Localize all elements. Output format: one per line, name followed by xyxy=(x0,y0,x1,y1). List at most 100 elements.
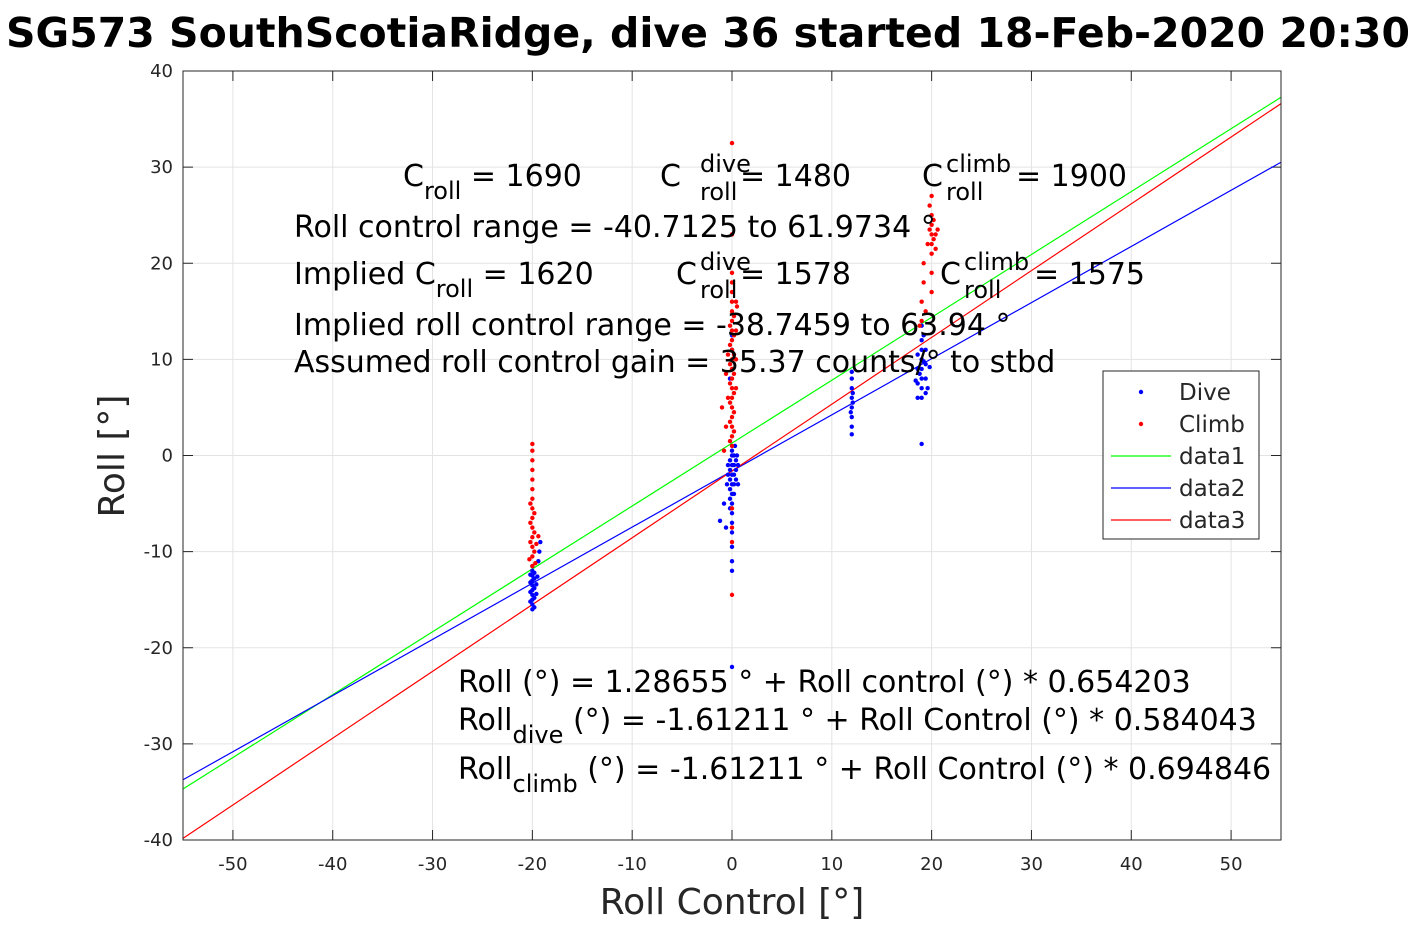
data-points xyxy=(527,140,940,670)
climb-point xyxy=(927,203,932,208)
climb-point xyxy=(727,400,733,405)
y-tick-label: 30 xyxy=(150,157,173,178)
climb-point xyxy=(729,405,735,410)
climb-point xyxy=(729,539,735,545)
dive-point xyxy=(727,496,733,501)
c-roll-climb-sup: climb xyxy=(946,150,1011,178)
dive-point xyxy=(534,591,539,597)
x-tick-label: 50 xyxy=(1220,854,1243,875)
dive-point xyxy=(729,510,735,516)
dive-point xyxy=(729,568,735,574)
legend-label-data1: data1 xyxy=(1179,444,1245,470)
c-roll-dive-sub: roll xyxy=(700,178,737,206)
dive-point xyxy=(913,378,918,383)
dive-point xyxy=(850,400,855,405)
dive-point xyxy=(849,395,854,401)
fit-climb-equation: Rollclimb (°) = -1.61211 ° + Roll Contro… xyxy=(458,752,1271,798)
climb-point xyxy=(530,486,535,492)
dive-point xyxy=(915,366,920,372)
legend-label-climb: Climb xyxy=(1179,412,1245,438)
climb-point xyxy=(729,434,735,439)
climb-point xyxy=(929,232,934,237)
climb-point xyxy=(929,193,934,199)
dive-point xyxy=(915,352,920,357)
climb-point xyxy=(729,337,735,343)
dive-point xyxy=(537,549,542,554)
x-tick-label: -30 xyxy=(418,854,447,875)
climb-point xyxy=(729,592,735,598)
climb-point xyxy=(731,371,737,376)
c-roll-climb-sub: roll xyxy=(946,178,983,206)
climb-point xyxy=(933,246,938,252)
climb-point xyxy=(536,534,541,539)
dive-point xyxy=(849,386,854,391)
dive-point xyxy=(848,410,853,415)
climb-point xyxy=(919,299,924,304)
climb-point xyxy=(527,557,532,562)
fit-annotations: Roll (°) = 1.28655 ° + Roll control (°) … xyxy=(458,665,1271,798)
dive-point xyxy=(528,589,533,595)
dive-point xyxy=(727,467,733,473)
climb-point xyxy=(729,525,735,530)
dive-point xyxy=(849,414,854,420)
climb-point xyxy=(733,328,739,333)
fit-all-equation: Roll (°) = 1.28655 ° + Roll control (°) … xyxy=(458,665,1191,700)
dive-point xyxy=(731,462,737,468)
climb-point xyxy=(729,376,735,381)
dive-point xyxy=(729,501,735,506)
climb-point xyxy=(528,501,533,506)
dive-point xyxy=(729,664,735,670)
climb-point xyxy=(727,381,733,386)
y-tick-label: 10 xyxy=(150,349,173,370)
y-tick-label: -30 xyxy=(144,734,173,755)
climb-point xyxy=(528,520,533,525)
dive-point xyxy=(734,453,740,458)
climb-point xyxy=(723,424,729,429)
dive-point xyxy=(921,333,926,338)
legend: Dive Climb data1 data2 data3 xyxy=(1102,370,1260,540)
legend-label-dive: Dive xyxy=(1179,380,1231,406)
climb-point xyxy=(727,438,733,444)
climb-point xyxy=(727,361,733,367)
legend-label-data3: data3 xyxy=(1179,508,1245,534)
implied-c-climb-annotation: C xyxy=(940,257,961,292)
climb-point xyxy=(729,386,735,391)
dive-point xyxy=(729,520,735,525)
climb-point xyxy=(729,309,735,314)
calibration-annotations: Croll = 1690 C dive roll = 1480 C climb … xyxy=(294,150,1145,380)
climb-point xyxy=(530,544,535,550)
implied-c-climb-sup: climb xyxy=(964,248,1029,276)
climb-point xyxy=(731,352,737,357)
dive-point xyxy=(725,472,731,477)
dive-point xyxy=(849,424,854,429)
climb-point xyxy=(729,140,735,146)
climb-point xyxy=(729,443,735,449)
dive-point xyxy=(849,405,854,410)
climb-point xyxy=(729,366,735,372)
climb-point xyxy=(729,414,735,420)
climb-point xyxy=(532,549,537,554)
dive-point xyxy=(532,585,537,591)
fit-line-data3 xyxy=(183,103,1281,839)
legend-marker-climb xyxy=(1138,421,1144,427)
assumed-roll-gain: Assumed roll control gain = 35.37 counts… xyxy=(294,345,1055,380)
implied-c-dive-sup: dive xyxy=(700,248,751,276)
climb-point xyxy=(731,429,737,434)
dive-point xyxy=(538,539,543,545)
x-tick-label: 30 xyxy=(1020,854,1043,875)
implied-c-roll-annotation: Implied Croll = 1620 xyxy=(294,257,594,303)
dive-point xyxy=(927,364,932,370)
climb-point xyxy=(534,541,539,547)
dive-point xyxy=(727,477,733,482)
implied-c-climb-value: = 1575 xyxy=(1034,257,1145,292)
climb-point xyxy=(729,395,735,401)
climb-point xyxy=(530,515,535,521)
climb-point xyxy=(921,280,926,285)
dive-point xyxy=(724,482,730,487)
climb-point xyxy=(929,270,934,276)
climb-point xyxy=(532,530,537,535)
y-tick-label: -40 xyxy=(144,830,173,851)
dive-point xyxy=(919,376,924,381)
climb-point xyxy=(723,371,729,376)
